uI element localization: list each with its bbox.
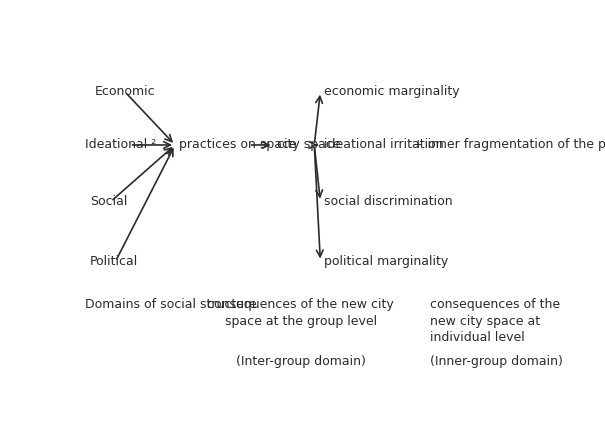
Text: consequences of the new city: consequences of the new city bbox=[208, 298, 394, 311]
Text: economic marginality: economic marginality bbox=[324, 85, 460, 98]
Text: ideational irritation: ideational irritation bbox=[324, 139, 443, 152]
Text: + inner fragmentation of the poor: + inner fragmentation of the poor bbox=[413, 139, 605, 152]
Text: city space: city space bbox=[277, 139, 341, 152]
Text: Social: Social bbox=[90, 195, 127, 208]
Text: individual level: individual level bbox=[430, 331, 525, 344]
Text: space at the group level: space at the group level bbox=[224, 315, 377, 328]
Text: Political: Political bbox=[90, 255, 138, 268]
Text: Domains of social structure: Domains of social structure bbox=[85, 298, 257, 311]
Text: political marginality: political marginality bbox=[324, 255, 448, 268]
Text: Economic: Economic bbox=[94, 85, 155, 98]
Text: practices on space: practices on space bbox=[179, 139, 296, 152]
Text: consequences of the: consequences of the bbox=[430, 298, 560, 311]
Text: (Inter-group domain): (Inter-group domain) bbox=[236, 355, 365, 368]
Text: (Inner-group domain): (Inner-group domain) bbox=[430, 355, 563, 368]
Text: new city space at: new city space at bbox=[430, 315, 540, 328]
Text: social discrimination: social discrimination bbox=[324, 195, 453, 208]
Text: Ideational ²: Ideational ² bbox=[85, 139, 156, 152]
